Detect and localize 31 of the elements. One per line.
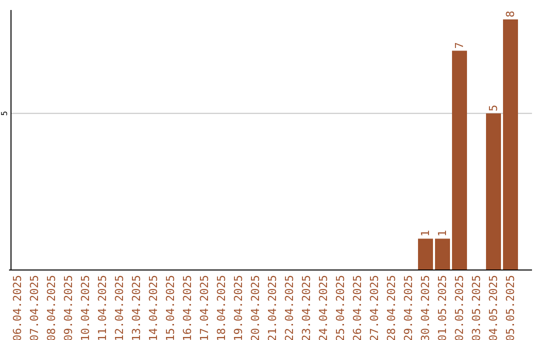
x-tick-label: 19.04.2025 — [232, 275, 245, 340]
x-tick-label: 18.04.2025 — [215, 275, 228, 340]
data-label: 5 — [487, 104, 500, 112]
data-label: 1 — [419, 230, 432, 237]
x-tick-label: 16.04.2025 — [181, 275, 194, 340]
bar — [418, 238, 433, 270]
x-tick-label: 27.04.2025 — [368, 275, 381, 340]
x-tick-label: 22.04.2025 — [283, 275, 296, 340]
data-label: 7 — [453, 42, 466, 49]
x-tick-label: 23.04.2025 — [300, 275, 313, 340]
x-tick-label: 13.04.2025 — [130, 275, 143, 340]
x-tick-label: 11.04.2025 — [96, 275, 109, 340]
bar — [452, 50, 467, 270]
x-tick-label: 29.04.2025 — [402, 275, 415, 340]
bar — [435, 238, 450, 270]
data-label: 1 — [436, 230, 449, 237]
bar — [503, 19, 518, 270]
x-tick-label: 17.04.2025 — [198, 275, 211, 340]
x-tick-label: 21.04.2025 — [266, 275, 279, 340]
bar — [486, 113, 501, 270]
x-tick-label: 25.04.2025 — [334, 275, 347, 340]
x-tick-label: 12.04.2025 — [113, 275, 126, 340]
ref-line-label: 5 — [0, 110, 9, 116]
x-tick-label: 28.04.2025 — [385, 275, 398, 340]
x-tick-label: 24.04.2025 — [317, 275, 330, 340]
data-label: 8 — [504, 10, 517, 18]
x-tick-label: 26.04.2025 — [351, 275, 364, 340]
x-tick-label: 14.04.2025 — [147, 275, 160, 340]
x-tick-label: 10.04.2025 — [79, 275, 92, 340]
x-tick-label: 20.04.2025 — [249, 275, 262, 340]
x-tick-label: 15.04.2025 — [164, 275, 177, 340]
